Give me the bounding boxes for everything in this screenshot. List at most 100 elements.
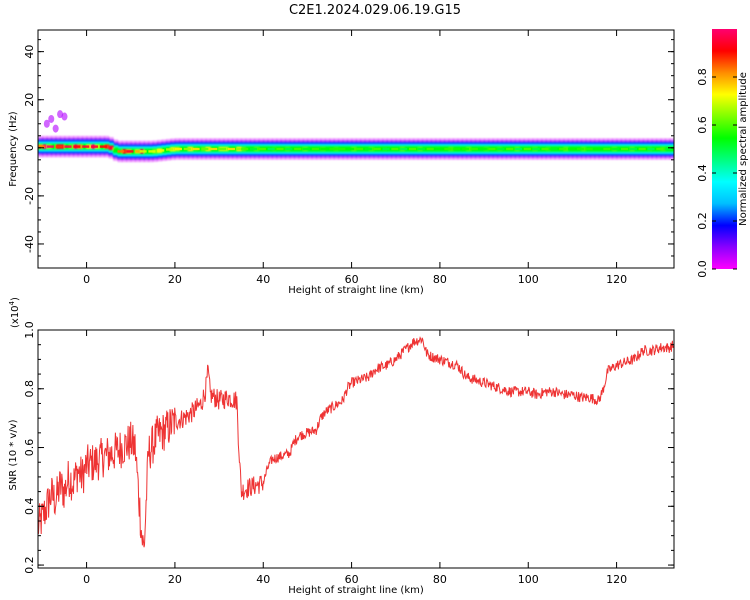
spectrogram-core-cell: [629, 147, 637, 151]
x-tick-label: 40: [256, 273, 270, 286]
spectrogram-core-cell: [241, 147, 249, 151]
spectrogram-core-cell: [183, 147, 191, 151]
spectrogram-core-cell: [126, 150, 134, 153]
y-tick-label: 0.8: [23, 380, 36, 398]
spectrogram-core-cell: [638, 147, 646, 151]
spectrogram-core-cell: [576, 147, 584, 151]
spectrogram-outlier: [52, 124, 59, 133]
page-title: C2E1.2024.029.06.19.G15: [289, 3, 461, 18]
spectrogram-core-cell: [568, 147, 576, 151]
spectrogram-core-cell: [532, 147, 540, 151]
spectrogram-core-cell: [174, 147, 182, 151]
y-tick-label: 1.0: [23, 321, 36, 339]
spectrogram-core-cell: [201, 147, 209, 151]
spectrogram-core-cell: [453, 147, 461, 151]
spectrogram-core-cell: [135, 150, 143, 153]
spectrogram-frame: [37, 29, 675, 269]
spectrogram-core-cell: [117, 150, 125, 153]
x-tick-label: 20: [168, 273, 182, 286]
spectrogram-core-cell: [444, 147, 452, 151]
y-tick-label: 20: [23, 93, 36, 107]
spectrogram-core-cell: [210, 147, 218, 151]
spectrogram-core-cell: [488, 147, 496, 151]
colorbar-ticks: 0.0 0.2 0.4 0.6 0.8: [696, 68, 737, 278]
x-tick-label: 60: [345, 273, 359, 286]
spectrogram-core-cell: [219, 147, 227, 151]
spectrogram-core-cell: [426, 147, 434, 151]
colorbar-tick-label: 0.2: [696, 212, 709, 230]
colorbar: 0.0 0.2 0.4 0.6 0.8 Normalized spectral ampl…: [696, 29, 749, 278]
spectrogram-outlier: [48, 114, 55, 123]
spectrogram-core-cell: [665, 147, 673, 151]
spectrogram-core-cell: [347, 147, 355, 151]
colorbar-label: Normalized spectral amplitude: [738, 72, 749, 226]
spectrogram-core-cell: [541, 147, 549, 151]
spectrogram-ticks: 0 20 40 60 80 100 120 -40 -20 0 20 40: [23, 30, 674, 286]
snr-series-line: [37, 336, 674, 548]
spectrogram-core-cell: [647, 147, 655, 151]
spectrogram-core-cell: [594, 147, 602, 151]
snr-x-axis-label: Height of straight line (km): [288, 585, 424, 596]
x-tick-label: 80: [433, 573, 447, 586]
x-tick-label: 80: [433, 273, 447, 286]
spectrogram-core-cell: [338, 147, 346, 151]
spectrogram-core-cell: [656, 147, 664, 151]
spectrogram-core-cell: [497, 147, 505, 151]
spectrogram-core-cell: [585, 147, 593, 151]
colorbar-tick-label: 0.4: [696, 164, 709, 182]
spectrogram-core-cell: [603, 147, 611, 151]
snr-y-multiplier: (x104): [8, 297, 21, 328]
x-tick-label: 20: [168, 573, 182, 586]
x-tick-label: 100: [518, 273, 539, 286]
spectrogram-core-cell: [276, 147, 284, 151]
spectrogram-core-cell: [157, 149, 165, 152]
spectrogram-core-cell: [612, 147, 620, 151]
spectrogram-core-cell: [356, 147, 364, 151]
y-tick-label: 0.6: [23, 439, 36, 457]
snr-frame: [37, 329, 675, 569]
y-tick-label: 0.2: [23, 556, 36, 574]
x-tick-label: 120: [606, 273, 627, 286]
spectrogram-core-cell: [91, 145, 99, 148]
spectrogram-core-cell: [139, 150, 147, 153]
spectrogram-core-cell: [250, 147, 258, 151]
spectrogram-core-cell: [55, 145, 63, 148]
spectrogram-core-cell: [227, 147, 235, 151]
y-tick-label: -20: [23, 187, 36, 205]
spectrogram-core-cell: [470, 147, 478, 151]
colorbar-gradient: [712, 29, 737, 269]
spectrogram-core-cell: [258, 147, 266, 151]
spectrogram-core-cell: [285, 147, 293, 151]
snr-panel: 0 20 40 60 80 100 120 0.2 0.4 0.6 0.8 1.0 Height of…: [8, 297, 675, 596]
spectrogram-core-cell: [479, 147, 487, 151]
x-tick-label: 0: [83, 573, 90, 586]
y-tick-label: 0: [23, 144, 36, 151]
spectrogram-y-axis-label: Frequency (Hz): [8, 111, 19, 187]
spectrogram-core-cell: [409, 147, 417, 151]
spectrogram-core-cell: [559, 147, 567, 151]
snr-ticks: 0 20 40 60 80 100 120 0.2 0.4 0.6 0.8 1.0: [23, 321, 674, 586]
x-tick-label: 120: [606, 573, 627, 586]
spectrogram-core-cell: [73, 145, 81, 148]
colorbar-tick-label: 0.8: [696, 68, 709, 86]
spectrogram-core-cell: [391, 147, 399, 151]
spectrogram-core-cell: [46, 145, 54, 148]
spectrogram-core-cell: [435, 147, 443, 151]
spectrogram-core-cell: [320, 147, 328, 151]
spectrogram-core-cell: [64, 145, 72, 148]
y-tick-label: -40: [23, 235, 36, 253]
x-tick-label: 0: [83, 273, 90, 286]
spectrogram-core: [38, 145, 673, 153]
spectrogram-core-cell: [382, 147, 390, 151]
spectrogram-core-cell: [311, 147, 319, 151]
y-tick-label: 0.4: [23, 498, 36, 515]
x-tick-label: 60: [345, 573, 359, 586]
spectrogram-outlier: [43, 119, 50, 128]
snr-y-axis-label: SNR (10 * v/v): [8, 419, 19, 490]
y-tick-label: 40: [23, 45, 36, 59]
colorbar-tick-label: 0.6: [696, 116, 709, 134]
spectrogram-core-cell: [523, 147, 531, 151]
spectrogram-core-cell: [294, 147, 302, 151]
spectrogram-core-cell: [462, 147, 470, 151]
